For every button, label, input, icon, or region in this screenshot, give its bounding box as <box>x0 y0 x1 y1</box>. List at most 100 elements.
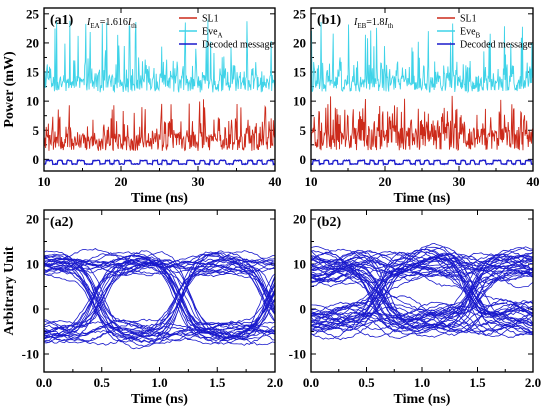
x-tick-label: 0.5 <box>358 375 375 390</box>
eye-trace <box>44 259 275 344</box>
y-tick-label: 20 <box>26 212 39 227</box>
x-tick-label: 20 <box>379 174 392 189</box>
eye-trace <box>311 264 533 330</box>
eye-trace <box>44 257 275 343</box>
eye-trace <box>311 248 533 278</box>
eye-trace <box>44 265 275 336</box>
y-tick-label: 20 <box>26 35 39 50</box>
eye-trace <box>311 311 533 338</box>
series-decoded-message <box>44 158 275 167</box>
eye-trace <box>311 255 533 332</box>
eye-trace <box>311 247 533 326</box>
x-tick-label: 10 <box>305 174 318 189</box>
eye-trace <box>311 259 533 335</box>
eye-trace <box>44 326 275 344</box>
plot-frame-top <box>43 209 276 373</box>
legend-label: SL1 <box>202 14 219 25</box>
y-tick-label: 25 <box>293 6 307 21</box>
x-tick-label: 20 <box>115 174 128 189</box>
eye-trace <box>44 250 275 342</box>
eye-trace <box>311 301 533 337</box>
condition-label: IEB=1.8Ith <box>353 17 394 30</box>
eye-trace <box>311 257 533 314</box>
legend-label: Decoded message <box>202 40 274 51</box>
series-sl1 <box>44 99 275 152</box>
plot-frame-top <box>310 209 534 373</box>
x-tick-label: 1.0 <box>414 375 430 390</box>
series-decoded-message <box>311 158 533 167</box>
panel-label: (a1) <box>50 13 74 28</box>
x-tick-label: 0.0 <box>303 375 319 390</box>
x-tick-label: 0.0 <box>36 375 52 390</box>
x-tick-label: 2.0 <box>267 375 283 390</box>
eye-trace <box>311 254 533 330</box>
eye-trace <box>44 255 275 274</box>
x-tick-label: 30 <box>453 174 466 189</box>
eye-trace <box>44 260 275 316</box>
y-tick-label: 10 <box>26 257 39 272</box>
legend-label: SL1 <box>460 14 477 25</box>
legend-label: Decoded message <box>460 40 532 51</box>
y-tick-label: 20 <box>293 35 306 50</box>
y-tick-label: 0 <box>33 302 40 317</box>
x-tick-label: 10 <box>38 174 51 189</box>
eye-trace <box>311 246 533 328</box>
panel-b1: 10 20 30 40 0 5 10 15 20 25 Time (ns) (b1) IEB=1.8It… <box>293 6 540 206</box>
eye-trace <box>311 254 533 283</box>
y-tick-label: 25 <box>26 6 40 21</box>
x-tick-label: 40 <box>527 174 540 189</box>
x-axis-label: Time (ns) <box>131 191 188 206</box>
eye-trace <box>311 257 533 322</box>
eye-trace <box>44 248 275 336</box>
y-tick-label: 0 <box>300 302 307 317</box>
y-tick-label: 0 <box>33 152 40 167</box>
eye-trace <box>44 266 275 350</box>
eye-trace <box>44 326 275 346</box>
eye-trace <box>311 263 533 330</box>
condition-label: IEA=1.616Ith <box>86 17 137 30</box>
eye-trace <box>311 248 533 314</box>
eye-trace <box>44 264 275 338</box>
x-axis-label: Time (ns) <box>131 392 188 407</box>
eye-trace <box>311 261 533 326</box>
eye-trace <box>44 258 275 332</box>
eye-trace <box>44 257 275 347</box>
legend-label: EveB <box>460 27 481 40</box>
y-tick-label: -10 <box>289 347 306 362</box>
eye-trace <box>44 250 275 335</box>
x-axis-label: Time (ns) <box>394 392 451 407</box>
eye-trace <box>311 301 533 327</box>
plot-frame-top <box>43 7 276 172</box>
y-tick-label: 5 <box>33 123 40 138</box>
panel-b2: 0.0 0.5 1.0 1.5 2.0 -10 0 10 20 Time (ns) (b2) <box>289 209 541 407</box>
eye-trace <box>44 263 275 339</box>
panel-label: (a2) <box>50 215 74 230</box>
plot-frame <box>43 209 276 373</box>
x-tick-label: 40 <box>269 174 282 189</box>
eye-trace <box>44 258 275 330</box>
y-tick-label: 0 <box>300 152 307 167</box>
eye-trace <box>311 264 533 332</box>
x-tick-label: 30 <box>192 174 205 189</box>
x-tick-label: 1.5 <box>469 375 486 390</box>
series-evea <box>44 19 275 93</box>
panel-a2: 0.0 0.5 1.0 1.5 2.0 -10 0 10 20 Time (ns) Arbitrar… <box>2 209 283 407</box>
y-tick-label: 10 <box>26 94 39 109</box>
panel-a1: 10 20 30 40 0 5 10 15 20 25 Time (ns) Power (mW) (a1… <box>2 6 282 206</box>
plot-frame-top <box>310 7 534 172</box>
y-tick-label: 15 <box>293 65 307 80</box>
legend-label: EveA <box>202 27 223 40</box>
eye-trace <box>311 271 533 335</box>
series-sl1 <box>311 95 533 152</box>
x-tick-label: 0.5 <box>94 375 111 390</box>
y-tick-label: 5 <box>300 123 307 138</box>
eye-trace <box>311 248 533 335</box>
eye-trace <box>311 250 533 338</box>
eye-trace <box>311 252 533 331</box>
x-tick-label: 1.5 <box>209 375 226 390</box>
y-tick-label: 10 <box>293 94 306 109</box>
y-tick-label: -10 <box>22 347 39 362</box>
y-tick-label: 15 <box>26 65 40 80</box>
eye-trace <box>44 259 275 342</box>
